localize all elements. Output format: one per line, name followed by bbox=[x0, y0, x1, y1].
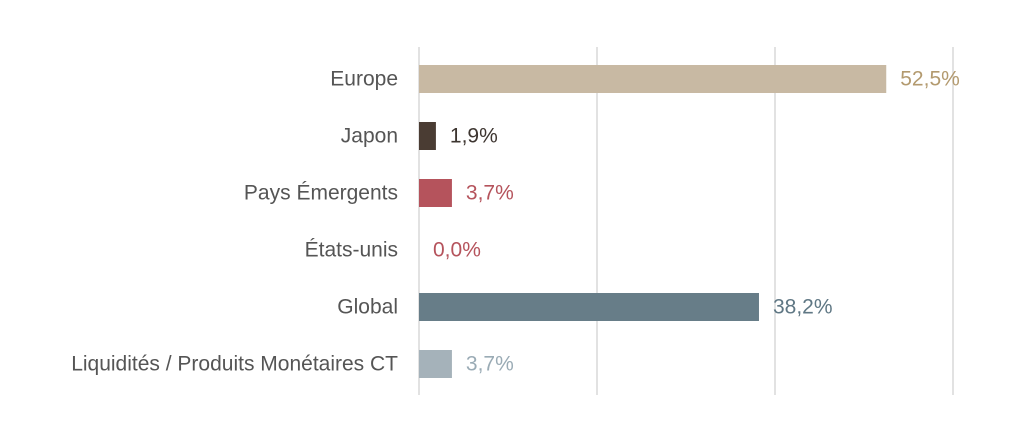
category-label-5: Liquidités / Produits Monétaires CT bbox=[71, 353, 398, 376]
category-label-0: Europe bbox=[330, 68, 398, 91]
category-label-2: Pays Émergents bbox=[244, 182, 398, 205]
bar-2 bbox=[419, 179, 452, 207]
category-label-3: États-unis bbox=[305, 239, 398, 262]
category-label-1: Japon bbox=[341, 125, 398, 148]
value-label-4: 38,2% bbox=[773, 296, 833, 319]
bar-4 bbox=[419, 293, 759, 321]
bar-1 bbox=[419, 122, 436, 150]
category-label-4: Global bbox=[337, 296, 398, 319]
value-label-5: 3,7% bbox=[466, 353, 514, 376]
bar-0 bbox=[419, 65, 887, 93]
value-label-3: 0,0% bbox=[433, 239, 481, 262]
label-layer: Europe 52,5% Japon 1,9% Pays Émergents 3,7% Ét… bbox=[71, 68, 960, 376]
grid-layer bbox=[418, 47, 954, 395]
value-label-2: 3,7% bbox=[466, 182, 514, 205]
value-label-1: 1,9% bbox=[450, 125, 498, 148]
bar-layer bbox=[419, 65, 887, 378]
bar-5 bbox=[419, 350, 452, 378]
value-label-0: 52,5% bbox=[900, 68, 960, 91]
